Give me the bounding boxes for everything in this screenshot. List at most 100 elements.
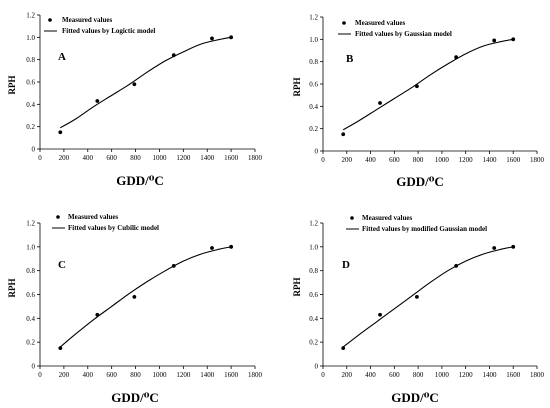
panel-d-y-tick-label: 0.8 — [309, 267, 318, 275]
panel-b-letter: B — [346, 53, 354, 65]
panel-b-legend-measured-marker — [342, 21, 346, 25]
panel-c-y-tick-label: 1.2 — [26, 220, 35, 228]
panel-a-y-tick-label: 1.2 — [26, 12, 35, 20]
panel-a-y-tick-label: 0 — [32, 146, 36, 154]
panel-c-y-tick-label: 0 — [32, 363, 36, 371]
panel-a-y-tick-label: 0.2 — [26, 123, 35, 131]
panel-c-x-tick-label: 1600 — [224, 371, 239, 379]
panel-b-legend: Measured values Fitted values by Gaussia… — [338, 19, 452, 38]
panel-b-x-axis-label: GDD/⁰C — [396, 174, 444, 189]
panel-a-y-tick-label: 1.0 — [26, 34, 35, 42]
panel-d-y-tick-label: 0 — [315, 363, 319, 371]
panel-d-x-tick-label: 800 — [413, 371, 424, 379]
panel-a-legend-fit-label: Fitted values by Logictic model — [62, 27, 155, 35]
panel-a-x-tick-label: 1000 — [152, 154, 167, 162]
panel-c-letter: C — [58, 259, 66, 271]
panel-d-x-tick-label: 1800 — [530, 371, 545, 379]
panel-a-x-tick-label: 1600 — [224, 154, 239, 162]
panel-a-x-tick-label: 0 — [38, 154, 42, 162]
panel-b-y-tick-label: 0.4 — [309, 103, 318, 111]
panel-c: 0 200 400 600 800 1000 1200 1400 1600 1800 0 0.2 0.4… — [7, 213, 263, 405]
panel-a-x-tick-label: 1400 — [200, 154, 215, 162]
panel-a-fitted-line — [60, 36, 232, 129]
panel-c-measured-point — [58, 346, 63, 351]
panel-d-y-tick-label: 1.2 — [309, 220, 318, 228]
panel-c-legend-measured-marker — [56, 215, 60, 219]
panel-d-measured-point — [378, 312, 382, 317]
panel-d-legend-measured-label: Measured values — [362, 214, 413, 222]
panel-a-x-tick-label: 200 — [59, 154, 70, 162]
panel-d: 0 200 400 600 800 1000 1200 1400 1600 1800 0 0.2 0.4… — [292, 214, 545, 405]
panel-b-x-tick-label: 1600 — [506, 156, 521, 164]
panel-a-x-tick-label: 600 — [106, 154, 117, 162]
panel-a-x-axis-label: GDD/⁰C — [116, 173, 164, 188]
panel-b-y-tick-label: 0.8 — [309, 58, 318, 66]
panel-b-y-tick-label: 1.2 — [309, 14, 318, 22]
panel-d-x-tick-label: 600 — [389, 371, 400, 379]
panel-c-y-tick-label: 1.0 — [26, 243, 35, 251]
panel-b-x-tick-label: 0 — [321, 156, 325, 164]
panel-a-x-tick-label: 1800 — [248, 154, 263, 162]
panel-c-y-tick-label: 0.2 — [26, 339, 35, 347]
panel-b-fitted-line — [342, 38, 514, 131]
panel-a-y-axis-label: RPH — [7, 76, 17, 95]
panel-c-x-tick-label: 1800 — [248, 371, 263, 379]
panel-c-y-axis-label: RPH — [7, 279, 17, 298]
panel-a-x-tick-label: 800 — [130, 154, 141, 162]
panel-d-x-tick-label: 1600 — [506, 371, 521, 379]
panel-c-legend: Measured values Fitted values by Cubilic… — [52, 213, 159, 232]
panel-b-y-axis-label: RPH — [292, 78, 302, 97]
panel-a-measured-point — [210, 36, 214, 41]
panel-a-y-tick-label: 0.8 — [26, 56, 35, 64]
panel-a-letter: A — [58, 51, 66, 63]
panel-b-x-tick-label: 400 — [365, 156, 376, 164]
panel-d-x-axis-label: GDD/⁰C — [391, 390, 439, 405]
panel-a-y-tick-label: 0.6 — [26, 79, 35, 87]
panel-b-y-tick-label: 1.0 — [309, 36, 318, 44]
panel-d-x-tick-label: 1200 — [459, 371, 474, 379]
panel-b-legend-fit-label: Fitted values by Gaussian model — [355, 30, 452, 38]
panel-d-y-tick-label: 1.0 — [309, 243, 318, 251]
panel-d-legend-measured-marker — [350, 216, 354, 220]
panel-c-fitted-line — [59, 246, 232, 348]
panel-a-y-tick-label: 0.4 — [26, 101, 35, 109]
panel-a-measured-point — [58, 130, 63, 135]
panel-c-legend-fit-label: Fitted values by Cubilic model — [68, 224, 159, 232]
panel-b-x-tick-label: 200 — [342, 156, 353, 164]
panel-c-x-tick-label: 1200 — [176, 371, 191, 379]
panel-a-measured-point — [229, 35, 234, 40]
panel-b-y-tick-label: 0 — [315, 148, 319, 156]
panel-c-measured-point — [210, 246, 214, 250]
panel-b-legend-measured-label: Measured values — [355, 19, 406, 27]
panel-b-x-tick-label: 1200 — [459, 156, 474, 164]
panel-d-fitted-line — [342, 246, 514, 348]
panel-c-x-tick-label: 0 — [38, 371, 42, 379]
panel-a-legend: Measured values Fitted values by Logicti… — [44, 16, 155, 35]
panel-c-x-tick-label: 800 — [130, 371, 141, 379]
panel-a-x-tick-label: 1200 — [176, 154, 191, 162]
panel-c-y-tick-label: 0.4 — [26, 315, 35, 323]
panel-c-y-tick-label: 0.8 — [26, 267, 35, 275]
panel-b-measured-point — [511, 37, 516, 42]
panel-c-y-tick-label: 0.6 — [26, 291, 35, 299]
panel-d-y-tick-label: 0.4 — [309, 315, 318, 323]
panel-a-measured-point — [132, 82, 137, 87]
panel-d-x-tick-label: 400 — [365, 371, 376, 379]
panel-b-measured-point — [341, 132, 346, 137]
panel-c-legend-measured-label: Measured values — [68, 213, 119, 221]
panel-b-y-tick-label: 0.2 — [309, 125, 318, 133]
panel-c-x-axis-label: GDD/⁰C — [111, 390, 159, 405]
panel-c-x-tick-label: 200 — [59, 371, 70, 379]
panel-d-y-axis-label: RPH — [292, 278, 302, 297]
panel-c-x-tick-label: 600 — [106, 371, 117, 379]
panel-b-measured-point — [378, 101, 382, 105]
panel-b: 0 200 400 600 800 1000 1200 1400 1600 1800 0 0.2 0.4… — [292, 14, 545, 190]
panel-c-x-tick-label: 1400 — [200, 371, 215, 379]
panel-a-legend-measured-marker — [48, 18, 52, 22]
panel-c-x-tick-label: 1000 — [152, 371, 167, 379]
panel-d-measured-point — [341, 346, 346, 351]
panel-d-x-tick-label: 1000 — [435, 371, 450, 379]
panel-a-x-tick-label: 400 — [83, 154, 94, 162]
panel-d-x-tick-label: 0 — [321, 371, 325, 379]
